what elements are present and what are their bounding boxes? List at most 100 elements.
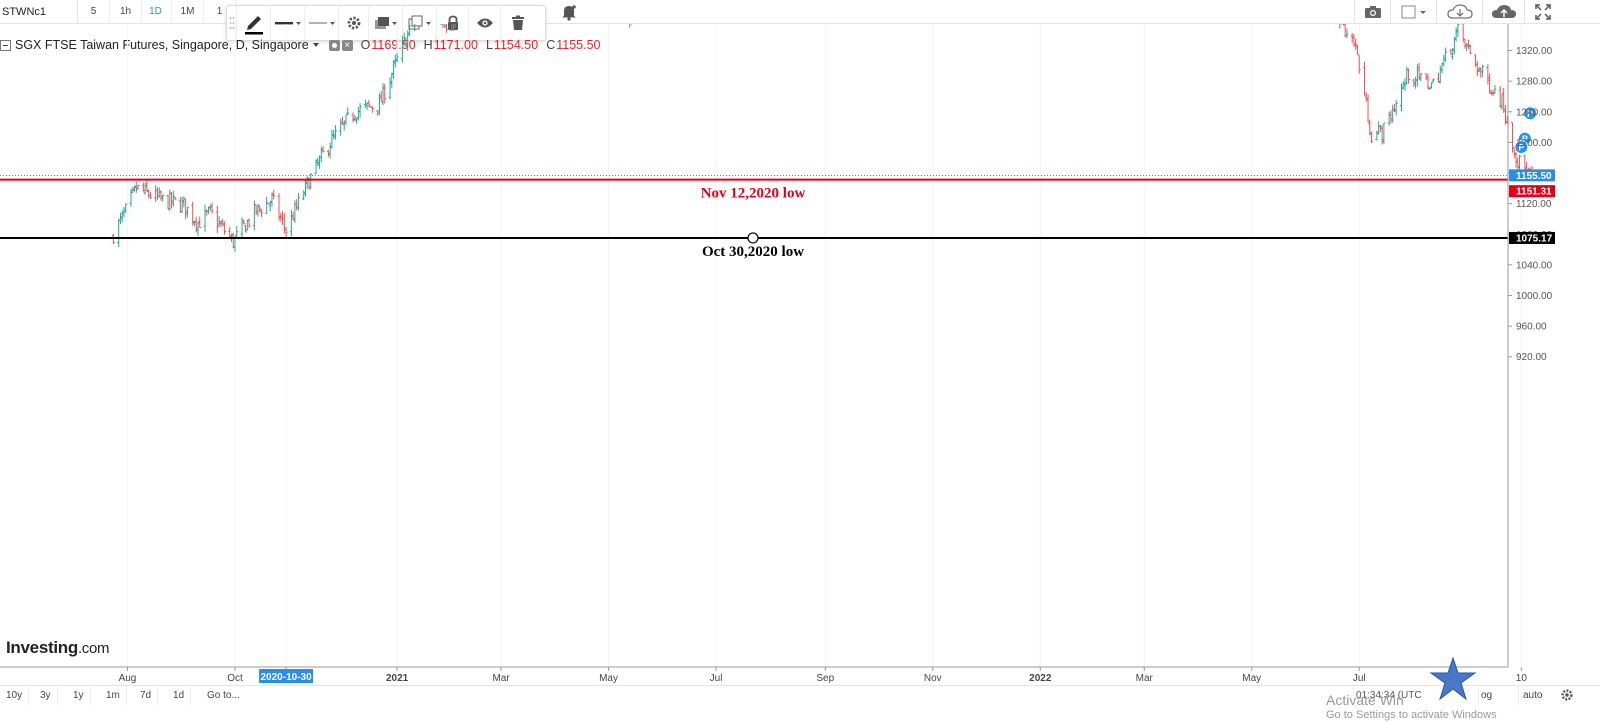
range-7d[interactable]: 7d xyxy=(134,686,159,705)
ohlc-bar xyxy=(171,190,175,207)
camera-icon[interactable] xyxy=(1354,0,1390,24)
ohlc-bar xyxy=(358,103,362,118)
time-axis[interactable]: Aug Oct 2020-10-30 2021 Mar May Jul Sep Nov 2022 M… xyxy=(0,666,1527,684)
ohlc-bar xyxy=(1377,121,1381,135)
goto-date-button[interactable]: Go to... xyxy=(207,690,240,701)
log-scale-toggle[interactable]: og xyxy=(1478,686,1494,705)
ohlc-bar xyxy=(630,24,632,25)
bring-front-icon[interactable] xyxy=(369,6,403,40)
range-10y[interactable]: 10y xyxy=(0,686,30,705)
range-1y[interactable]: 1y xyxy=(67,686,91,705)
ohlc-bar xyxy=(265,196,269,214)
collapse-legend-icon[interactable] xyxy=(0,39,11,51)
ohlc-bar xyxy=(245,219,249,231)
ohlc-bar xyxy=(1486,64,1490,85)
ohlc-bar xyxy=(1523,154,1527,171)
ohlc-bar xyxy=(242,219,246,225)
last-price-label: 1155.50 xyxy=(1516,171,1552,182)
ohlc-bar xyxy=(1438,65,1442,84)
ohlc-bar xyxy=(117,218,121,248)
cloud-download-icon[interactable] xyxy=(1436,0,1482,24)
x-tick-label: May xyxy=(1242,673,1261,684)
y-tick-label: 1120.00 xyxy=(1516,199,1552,210)
clone-icon[interactable] xyxy=(403,6,437,40)
ohlc-bar xyxy=(1429,82,1433,89)
open-label: O xyxy=(360,38,371,52)
x-tick-label: Nov xyxy=(924,673,942,684)
oct-low-price-label: 1075.17 xyxy=(1516,233,1553,244)
ohlc-bar xyxy=(291,211,295,221)
ohlc-bar xyxy=(282,213,286,234)
line-width-icon[interactable] xyxy=(271,6,305,40)
ohlc-bar xyxy=(1465,42,1469,52)
timeframe-1m[interactable]: 1M xyxy=(172,0,204,24)
ohlc-bar xyxy=(328,142,332,159)
drag-handle-icon[interactable] xyxy=(227,6,237,40)
ohlc-bar xyxy=(1514,151,1518,168)
chart-legend: SGX FTSE Taiwan Futures, Singapore, D, S… xyxy=(0,37,600,53)
investing-logo: Investing.com xyxy=(6,638,110,658)
ohlc-bar xyxy=(305,176,309,190)
ohlc-bar xyxy=(1477,66,1481,73)
ohlc-bar xyxy=(369,106,373,108)
hline-label: Nov 12,2020 low xyxy=(701,186,806,202)
ohlc-bar xyxy=(295,199,299,211)
price-axis[interactable]: 920.00960.001000.001040.001080.001120.00… xyxy=(1507,24,1555,667)
ohlc-bar xyxy=(240,217,244,238)
ohlc-bar xyxy=(629,24,631,28)
oct-low-price-label-bg xyxy=(1509,231,1555,244)
ohlc-bar xyxy=(198,216,202,229)
ohlc-bar xyxy=(1498,85,1502,109)
timeframe-1d[interactable]: 1D xyxy=(140,0,172,24)
visibility-eye-icon[interactable] xyxy=(469,6,501,40)
x-tick-label: Aug xyxy=(119,673,137,684)
x-tick-label: 2021 xyxy=(386,673,409,684)
auto-scale-toggle[interactable]: auto xyxy=(1518,686,1546,705)
timeframe-1h[interactable]: 1h xyxy=(110,0,142,24)
horizontal-lines[interactable]: Nov 12,2020 low Oct 30,2020 low xyxy=(0,174,1508,260)
markers[interactable]: PPPP xyxy=(458,24,1538,154)
close-small-icon[interactable]: × xyxy=(341,39,353,51)
ohlc-bar xyxy=(1424,73,1428,81)
low-label: L xyxy=(485,38,493,52)
ohlc-bar xyxy=(402,32,406,47)
alert-bell-icon[interactable] xyxy=(560,3,578,21)
cloud-upload-icon[interactable] xyxy=(1482,0,1524,24)
ohlc-bar xyxy=(191,201,195,226)
ohlc-bar xyxy=(1403,78,1407,91)
settings-small-icon[interactable] xyxy=(328,39,340,51)
ohlc-bar xyxy=(444,24,448,33)
chart-settings-gear-icon[interactable] xyxy=(1560,688,1576,704)
range-3y[interactable]: 3y xyxy=(34,686,58,705)
ohlc-bar xyxy=(170,192,174,209)
fullscreen-icon[interactable] xyxy=(1524,0,1560,24)
drawing-toolbar xyxy=(226,5,546,41)
ohlc-bar xyxy=(129,188,133,207)
chevron-down-icon[interactable] xyxy=(312,43,319,47)
delete-trash-icon[interactable] xyxy=(501,6,535,40)
ohlc-bar xyxy=(1405,66,1409,85)
range-1d[interactable]: 1d xyxy=(167,686,192,705)
ohlc-bar xyxy=(161,194,165,202)
ohlc-bar xyxy=(1452,36,1456,55)
ohlc-bar xyxy=(258,205,262,213)
line-color-icon[interactable] xyxy=(237,6,271,40)
ohlc-bar xyxy=(194,216,198,233)
ohlc-bar xyxy=(1391,104,1395,123)
symbol-field[interactable]: STWNc1 xyxy=(0,0,78,24)
range-1m[interactable]: 1m xyxy=(100,686,127,705)
price-chart[interactable]: Nov 12,2020 low Oct 30,2020 low PPPP 920.… xyxy=(0,24,1600,685)
ohlc-bar xyxy=(444,24,447,28)
settings-gear-icon[interactable] xyxy=(339,6,369,40)
template-dropdown-icon[interactable] xyxy=(1390,0,1436,24)
ohlc-bar xyxy=(1488,73,1492,94)
line-style-icon[interactable] xyxy=(305,6,339,40)
ohlc-bar xyxy=(442,24,444,29)
ohlc-bar xyxy=(1449,48,1453,56)
ohlc-bar xyxy=(1500,94,1504,110)
ohlc-bar xyxy=(1440,62,1444,74)
ohlc-bar xyxy=(302,190,306,201)
nov-low-price-label: 1151.31 xyxy=(1516,187,1552,198)
ohlc-bar xyxy=(178,197,182,213)
timeframe-5[interactable]: 5 xyxy=(78,0,110,24)
